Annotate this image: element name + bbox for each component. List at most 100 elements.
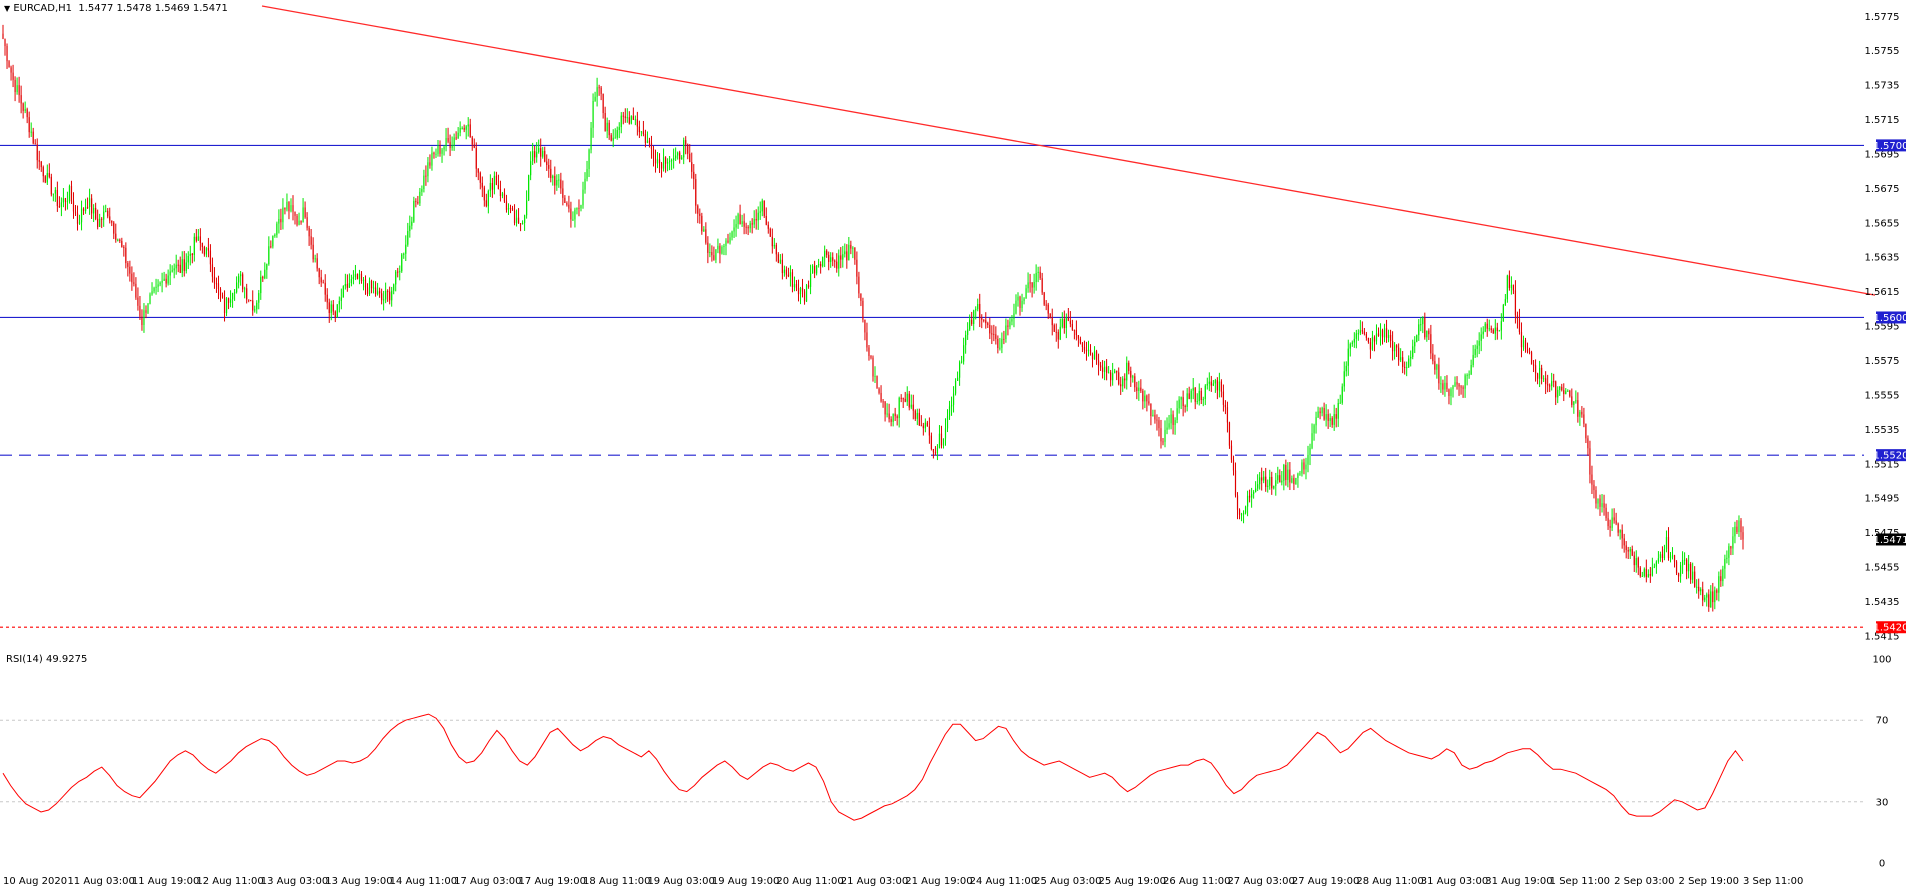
- candle-body: [1631, 549, 1633, 556]
- price-tick-label: 1.5455: [1865, 563, 1900, 574]
- candle-body: [908, 393, 910, 408]
- candle-body: [1144, 395, 1146, 402]
- candle-body: [1669, 556, 1672, 558]
- candle-body: [1508, 275, 1510, 288]
- candle-body: [233, 292, 236, 294]
- candle-body: [1637, 557, 1639, 568]
- candle-body: [1319, 411, 1321, 414]
- candle-body: [1011, 319, 1013, 322]
- candle-body: [1126, 362, 1128, 381]
- candle-body: [807, 285, 810, 287]
- candle-body: [1645, 568, 1647, 578]
- candle-body: [374, 287, 377, 295]
- price-tick-label: 1.5495: [1865, 494, 1900, 505]
- candle-body: [1180, 397, 1182, 400]
- candle-body: [715, 249, 717, 260]
- candle-body: [213, 276, 216, 284]
- candle-body: [1649, 574, 1651, 576]
- candle-body: [32, 131, 34, 144]
- candle-body: [1605, 507, 1607, 519]
- candle-body: [461, 127, 463, 129]
- candle-body: [868, 347, 870, 356]
- candle-body: [1015, 300, 1017, 314]
- candle-body: [538, 148, 540, 152]
- symbol-label: EURCAD,H1: [13, 3, 73, 14]
- candle-body: [878, 388, 880, 393]
- candle-body: [125, 247, 127, 264]
- candle-body: [594, 96, 596, 101]
- candle-body: [1665, 537, 1668, 550]
- candle-body: [628, 117, 630, 124]
- candle-body: [1551, 381, 1553, 387]
- candle-body: [417, 201, 419, 204]
- candle-body: [1597, 498, 1599, 504]
- candle-body: [1285, 465, 1287, 480]
- candle-body: [693, 171, 695, 180]
- candle-body: [872, 357, 874, 377]
- price-tick-label: 1.5755: [1865, 46, 1900, 57]
- time-tick-label: 24 Aug 11:00: [970, 876, 1037, 887]
- candle-body: [950, 404, 953, 407]
- symbol-menu-icon[interactable]: ▼: [4, 4, 11, 13]
- candle-body: [1526, 349, 1529, 352]
- candle-body: [332, 304, 334, 312]
- candle-body: [1466, 374, 1468, 376]
- candle-body: [12, 72, 14, 80]
- candle-body: [300, 220, 302, 223]
- candle-body: [119, 239, 121, 242]
- candle-body: [1047, 304, 1049, 314]
- candle-body: [507, 207, 510, 210]
- candle-body: [191, 253, 193, 256]
- candle-body: [1190, 390, 1192, 399]
- candle-body: [435, 153, 437, 155]
- candle-body: [1613, 517, 1615, 521]
- candle-body: [306, 217, 308, 228]
- candle-body: [258, 293, 260, 303]
- candle-body: [1053, 325, 1055, 332]
- candle-body: [920, 425, 922, 427]
- candle-body: [1045, 304, 1047, 306]
- candle-body: [358, 273, 361, 279]
- candle-body: [495, 175, 498, 185]
- candle-body: [1647, 574, 1649, 578]
- candle-body: [902, 398, 904, 400]
- candle-body: [302, 207, 304, 223]
- candle-body: [737, 214, 739, 225]
- candle-body: [679, 152, 681, 160]
- candle-body: [1027, 282, 1029, 289]
- candle-body: [926, 422, 928, 427]
- candle-body: [695, 179, 697, 206]
- candle-body: [673, 158, 675, 161]
- candle-body: [658, 159, 661, 164]
- price-axis: 1.5775 1.5755 1.5735 1.5715 1.5695 1.5675 1.56…: [1865, 12, 1900, 643]
- candle-body: [1106, 366, 1108, 373]
- candle-body: [286, 201, 288, 210]
- candle-body: [1593, 484, 1595, 491]
- candle-body: [987, 323, 989, 325]
- candle-body: [757, 212, 759, 221]
- candle-body: [1361, 330, 1363, 332]
- candle-body: [795, 283, 798, 289]
- candle-body: [685, 140, 687, 145]
- candle-body: [523, 215, 526, 223]
- candle-body: [636, 119, 638, 127]
- candle-body: [1679, 565, 1682, 577]
- candle-body: [1160, 428, 1162, 442]
- candle-body: [598, 87, 600, 89]
- candle-body: [103, 211, 105, 220]
- candle-body: [1571, 396, 1573, 405]
- candle-body: [749, 223, 751, 229]
- candle-body: [1019, 296, 1021, 308]
- candle-body: [888, 413, 890, 420]
- candle-body: [860, 293, 862, 301]
- candle-body: [1528, 351, 1531, 353]
- candle-body: [1462, 387, 1464, 389]
- candle-body: [1299, 473, 1301, 475]
- candle-body: [1454, 382, 1456, 387]
- candle-body: [989, 324, 991, 334]
- candle-body: [729, 237, 731, 243]
- candle-body: [781, 259, 783, 274]
- candle-body: [578, 207, 580, 209]
- time-tick-label: 18 Aug 11:00: [583, 876, 650, 887]
